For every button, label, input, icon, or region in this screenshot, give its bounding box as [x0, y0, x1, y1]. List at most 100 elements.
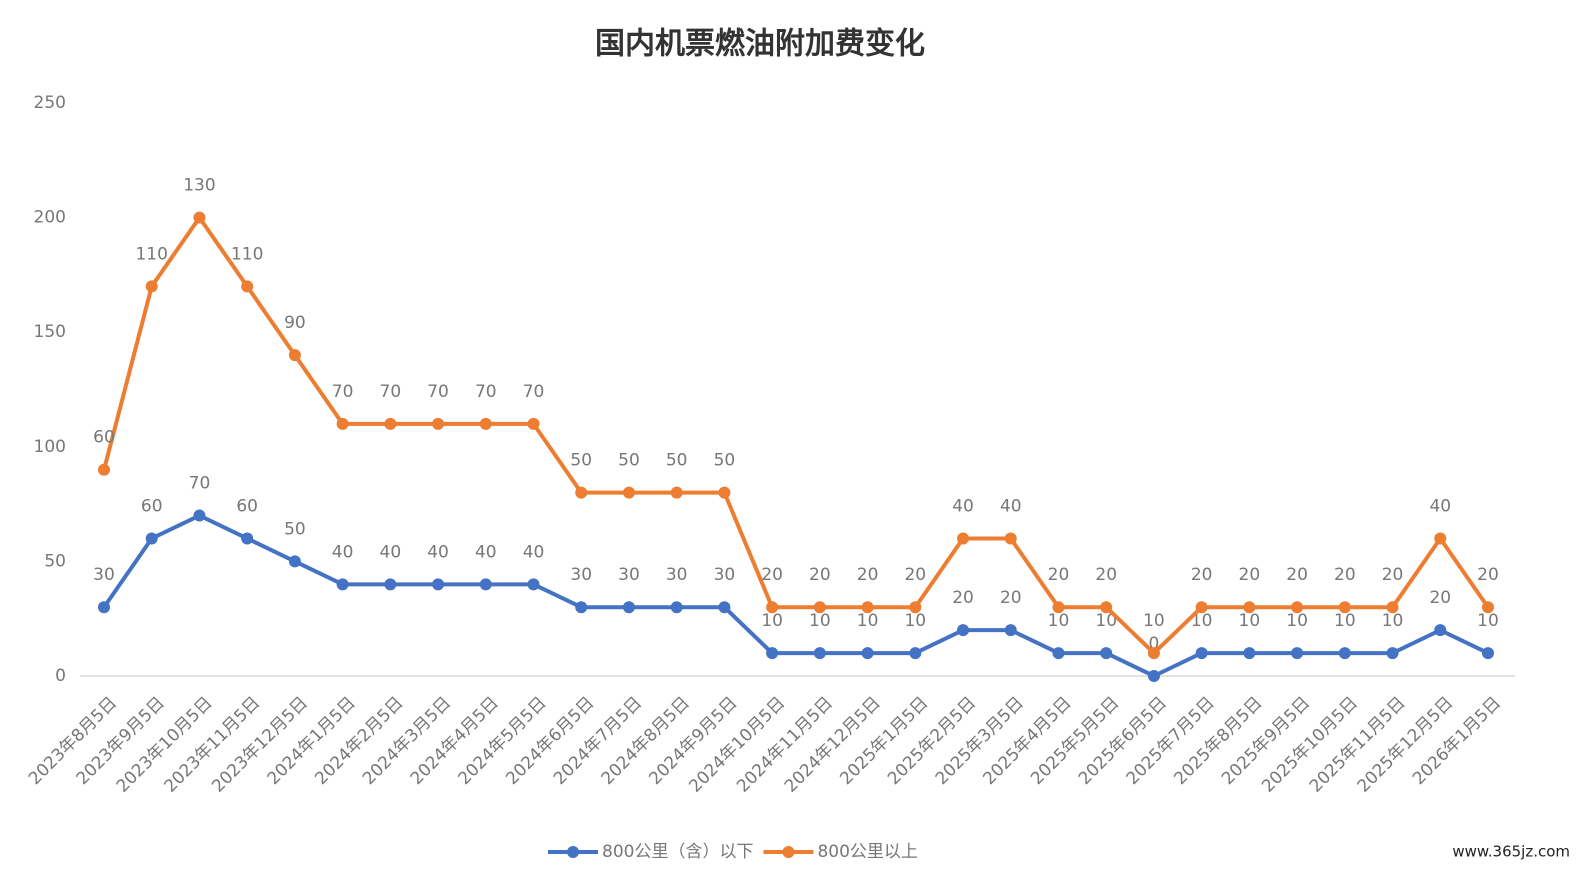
data-label: 70	[189, 474, 211, 494]
data-point	[1195, 601, 1208, 614]
data-label: 70	[427, 382, 449, 402]
data-label: 20	[1191, 565, 1213, 585]
chart-title: 国内机票燃油附加费变化	[595, 27, 925, 62]
data-point	[1052, 647, 1065, 660]
data-point	[622, 601, 635, 614]
data-point	[336, 417, 349, 430]
data-label: 0	[1149, 634, 1160, 654]
data-label: 20	[952, 588, 974, 608]
data-point	[909, 601, 922, 614]
y-tick-label: 150	[34, 322, 66, 342]
data-point	[1147, 670, 1160, 682]
data-label: 40	[427, 542, 449, 562]
data-point	[1004, 624, 1017, 637]
data-label: 30	[618, 565, 640, 585]
watermark: www.365jz.com	[1452, 843, 1570, 861]
data-point	[288, 349, 301, 362]
data-point	[1482, 601, 1494, 614]
data-point	[861, 601, 874, 614]
data-label: 40	[523, 542, 545, 562]
data-point	[145, 280, 158, 293]
data-label: 20	[1477, 565, 1499, 585]
y-tick-label: 50	[44, 551, 66, 571]
y-tick-label: 0	[55, 666, 66, 686]
series-line	[102, 513, 1489, 678]
data-point	[1004, 532, 1017, 545]
data-point	[479, 578, 492, 591]
data-point	[766, 647, 779, 660]
data-point	[527, 417, 540, 430]
data-point	[861, 647, 874, 660]
legend-marker	[567, 846, 579, 858]
data-label: 20	[1286, 565, 1308, 585]
data-label: 130	[183, 176, 215, 196]
data-label: 10	[1334, 611, 1356, 631]
data-point	[1434, 624, 1447, 637]
data-label: 20	[1382, 565, 1404, 585]
data-label: 50	[618, 451, 640, 471]
data-point	[670, 601, 683, 614]
data-point	[384, 417, 397, 430]
data-point	[527, 578, 540, 591]
data-point	[288, 555, 301, 568]
data-point	[336, 578, 349, 591]
data-point	[766, 601, 779, 614]
data-label: 110	[135, 244, 167, 264]
data-label: 40	[380, 542, 402, 562]
data-point	[241, 532, 254, 545]
data-label: 50	[666, 451, 688, 471]
data-point	[909, 647, 922, 660]
data-point	[1386, 647, 1399, 660]
legend-marker	[782, 846, 795, 858]
data-point	[670, 486, 683, 499]
data-label: 10	[857, 611, 879, 631]
data-point	[1338, 601, 1351, 614]
data-point	[479, 417, 492, 430]
data-label: 110	[231, 244, 263, 264]
data-label: 10	[1048, 611, 1070, 631]
data-label: 20	[1239, 565, 1261, 585]
data-point	[241, 280, 254, 293]
data-label: 40	[332, 542, 354, 562]
data-label: 10	[809, 611, 831, 631]
data-label: 60	[141, 496, 163, 516]
data-label: 90	[284, 313, 306, 333]
data-label: 70	[523, 382, 545, 402]
data-label: 20	[1334, 565, 1356, 585]
data-point	[813, 601, 826, 614]
data-point	[145, 532, 158, 545]
data-label: 70	[475, 382, 497, 402]
y-tick-label: 100	[34, 437, 66, 457]
data-point	[1195, 647, 1208, 660]
legend-label: 800公里以上	[817, 842, 917, 862]
data-point	[193, 509, 206, 522]
data-point	[1100, 647, 1113, 660]
data-point	[432, 578, 445, 591]
data-point	[575, 486, 588, 499]
data-point	[575, 601, 588, 614]
data-label: 10	[1239, 611, 1261, 631]
data-label: 60	[236, 496, 258, 516]
data-label: 40	[952, 496, 974, 516]
data-label: 50	[570, 451, 592, 471]
data-label: 70	[332, 382, 354, 402]
data-point	[193, 211, 206, 224]
data-point	[1482, 647, 1494, 660]
data-point	[1052, 601, 1065, 614]
data-point	[1243, 601, 1256, 614]
data-point	[1100, 601, 1113, 614]
data-label: 50	[714, 451, 736, 471]
data-label: 50	[284, 519, 306, 539]
y-tick-label: 200	[34, 208, 66, 228]
data-label: 40	[475, 542, 497, 562]
data-label: 20	[1000, 588, 1022, 608]
data-label: 20	[1095, 565, 1117, 585]
data-label: 10	[1191, 611, 1213, 631]
data-label: 20	[1048, 565, 1070, 585]
data-point	[1434, 532, 1447, 545]
data-label: 10	[1143, 611, 1165, 631]
data-point	[1291, 647, 1304, 660]
data-label: 10	[1095, 611, 1117, 631]
data-point	[957, 532, 970, 545]
